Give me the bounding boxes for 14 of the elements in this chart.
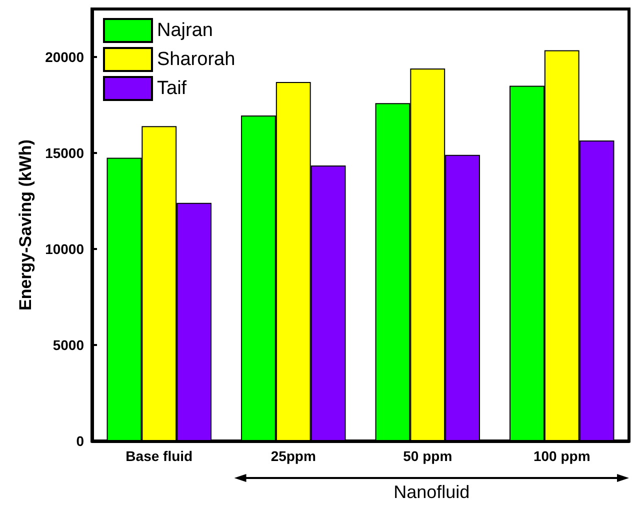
- x-tick-label: 100 ppm: [533, 448, 590, 464]
- y-tick-label: 0: [76, 433, 84, 449]
- legend-label: Taif: [157, 78, 188, 99]
- y-axis-title: Energy-Saving (kWh): [16, 140, 36, 310]
- y-tick-label: 5000: [52, 337, 84, 353]
- x-tick-label: 50 ppm: [403, 448, 452, 464]
- y-tick-label: 20000: [45, 49, 84, 65]
- y-tick-label: 10000: [45, 241, 84, 257]
- legend-label: Sharorah: [157, 49, 236, 70]
- x-tick-label: 25ppm: [270, 448, 316, 464]
- x-tick-label: Base fluid: [126, 448, 193, 464]
- y-tick-label: 15000: [45, 145, 84, 161]
- legend-label: Najran: [157, 20, 213, 41]
- x-axis-title: Nanofluid: [394, 482, 470, 502]
